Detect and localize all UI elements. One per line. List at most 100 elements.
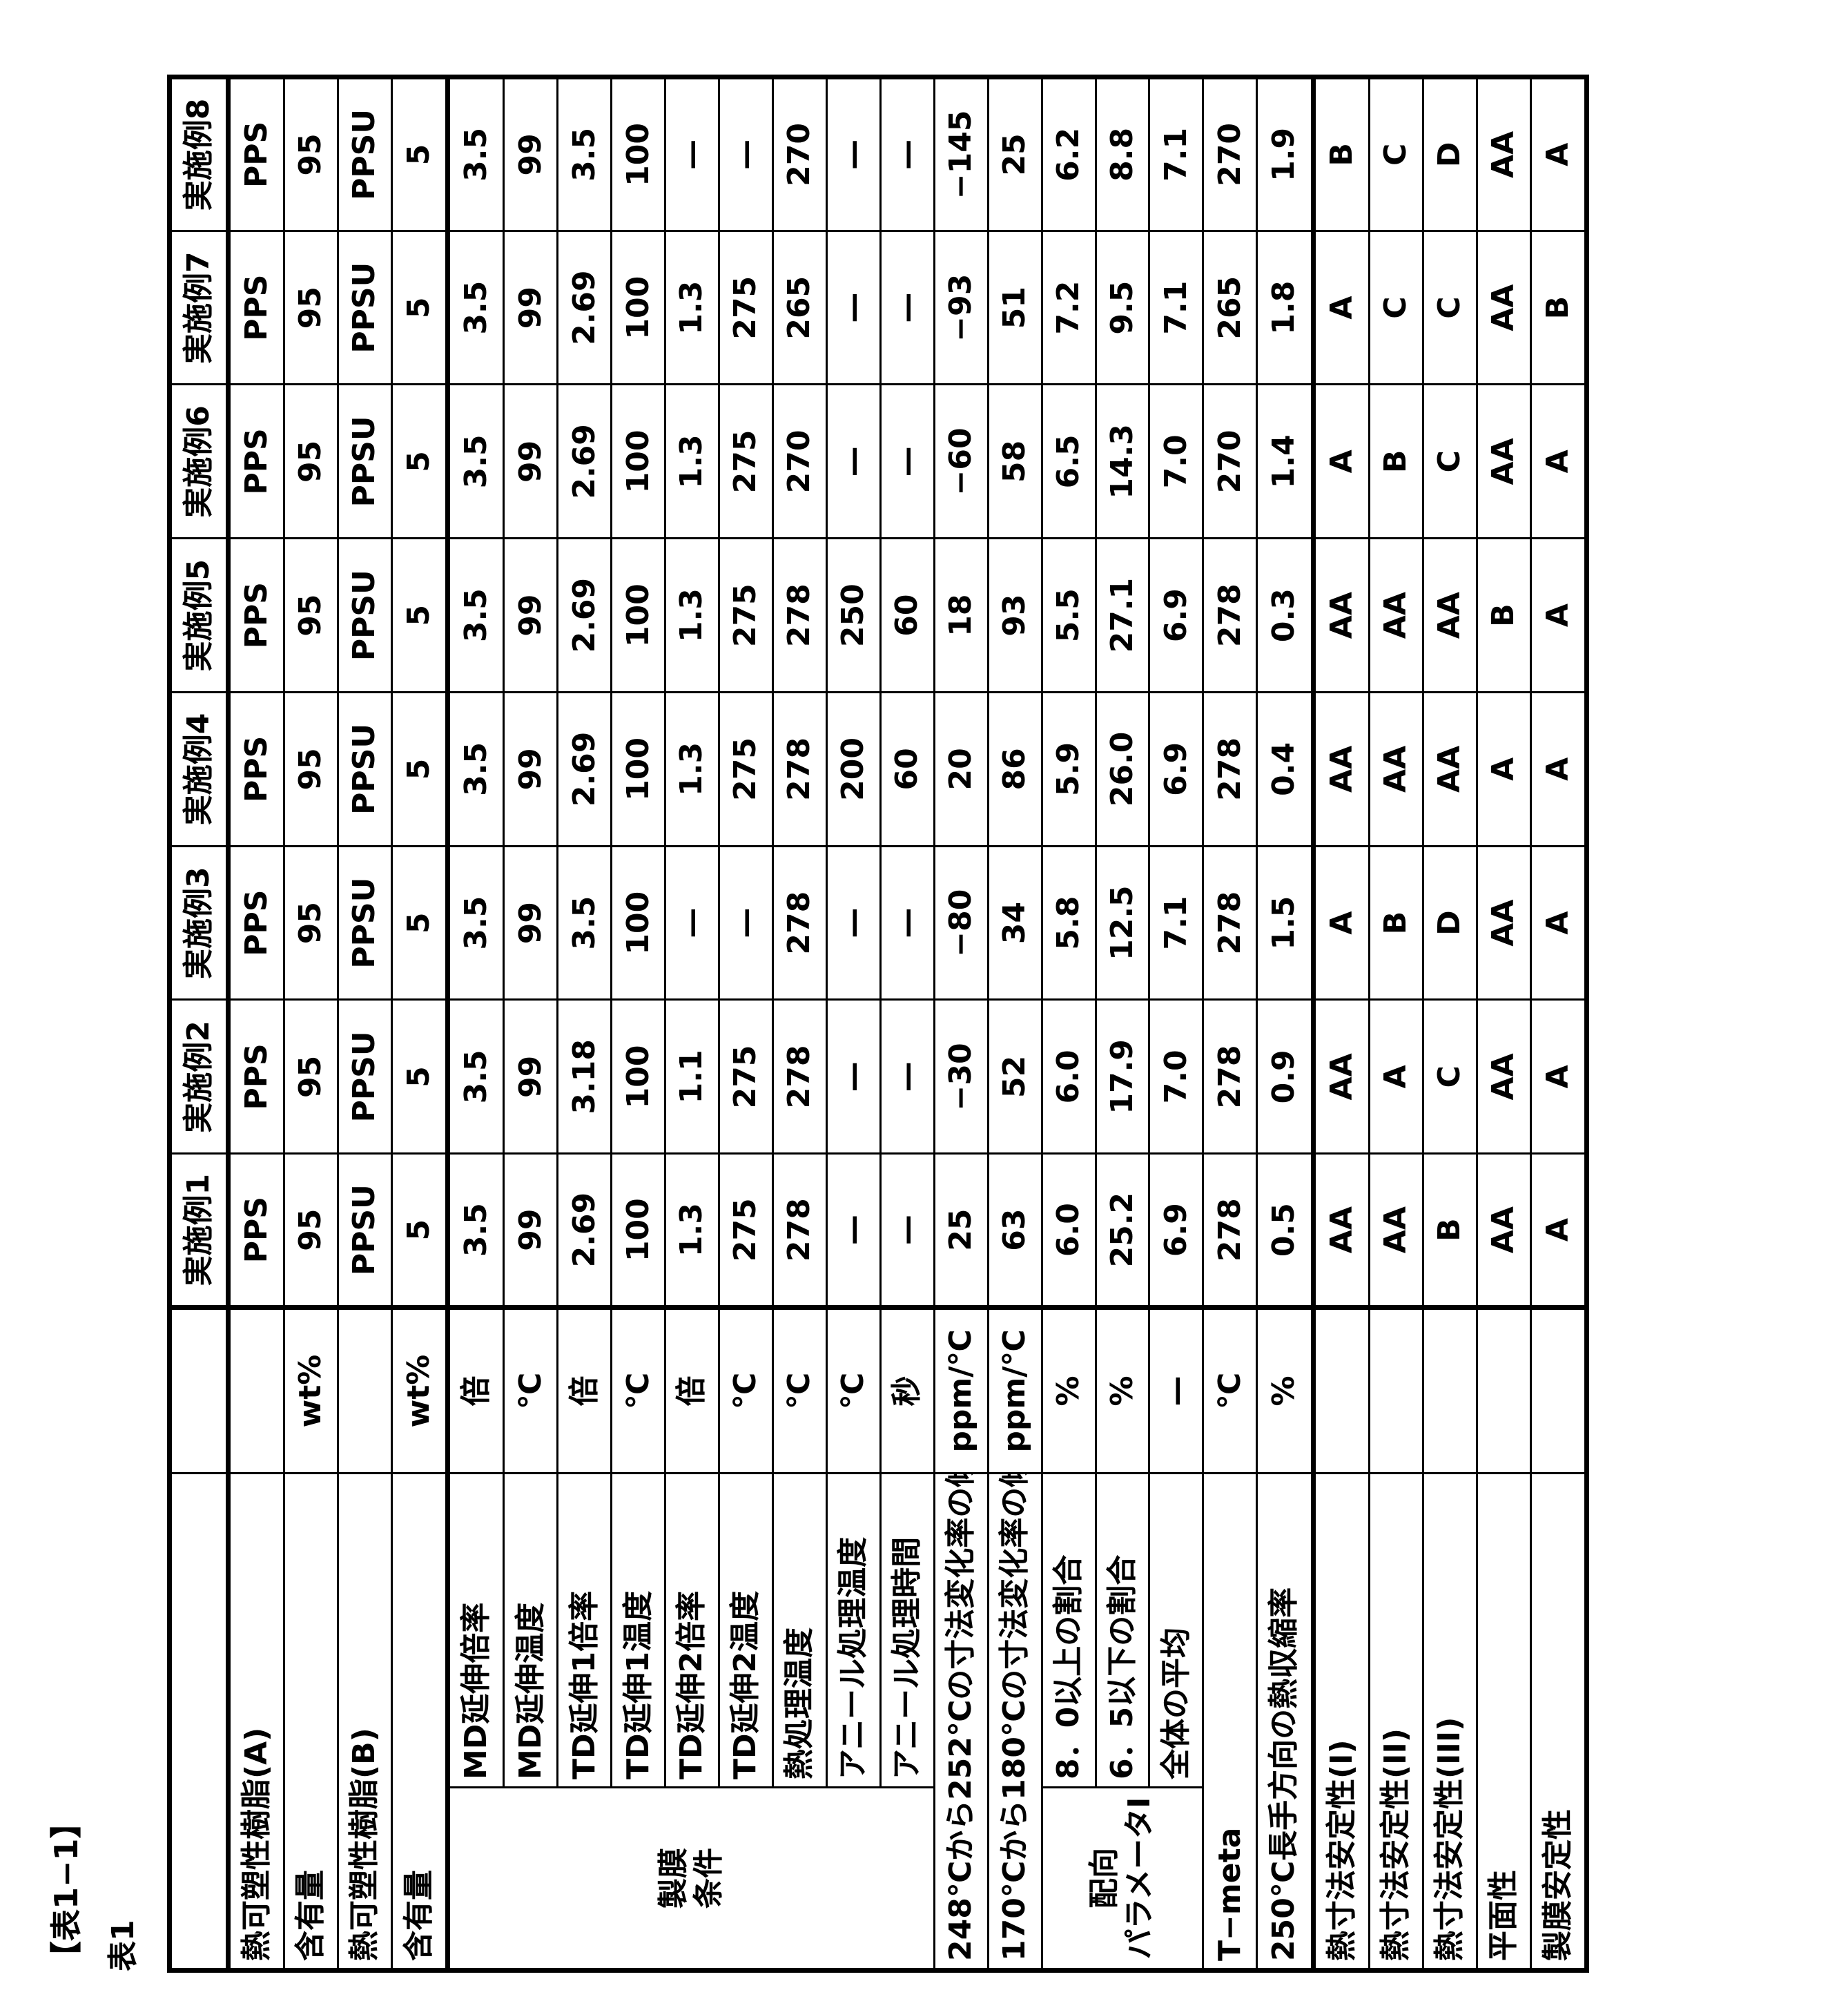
table-cell: B — [1369, 846, 1423, 1000]
row-unit: ℃ — [612, 1308, 665, 1474]
table-row: 全体の平均—6.97.07.16.96.97.07.17.1 — [1149, 77, 1203, 1971]
row-group-label: 配向 パラメータI — [1042, 1788, 1203, 1971]
table-cell: PPSU — [338, 231, 391, 385]
table-cell: AA — [1313, 1000, 1369, 1154]
table-cell: 99 — [504, 385, 558, 539]
table-cell: PPSU — [338, 77, 391, 231]
table-cell: — — [880, 846, 934, 1000]
table-cell: 1.3 — [665, 539, 719, 693]
table-cell: 278 — [772, 1000, 826, 1154]
table-cell: 6.2 — [1042, 77, 1096, 231]
table-cell: 5 — [391, 1000, 447, 1154]
row-unit — [1423, 1308, 1477, 1474]
table-cell: AA — [1423, 539, 1477, 693]
table-row: アニール処理温度℃———200250——— — [826, 77, 880, 1971]
table-cell: AA — [1477, 846, 1530, 1000]
table-cell: 95 — [284, 385, 338, 539]
table-cell: −145 — [934, 77, 988, 231]
table-cell: −60 — [934, 385, 988, 539]
table-cell: PPS — [228, 1154, 284, 1308]
table-cell: 278 — [1203, 846, 1257, 1000]
table-cell: 1.3 — [665, 693, 719, 847]
table-cell: 6.0 — [1042, 1154, 1096, 1308]
table-cell: 93 — [988, 539, 1042, 693]
table-cell: A — [1369, 1000, 1423, 1154]
table-row: アニール処理時間秒———6060——— — [880, 77, 934, 1971]
table-cell: B — [1530, 231, 1586, 385]
table-cell: 99 — [504, 1000, 558, 1154]
row-unit: 倍 — [665, 1308, 719, 1474]
table-cell: 2.69 — [558, 231, 612, 385]
header-row: 実施例1実施例2実施例3実施例4実施例5実施例6実施例7実施例8 — [170, 77, 228, 1971]
table-row: TD延伸2温度℃275275—275275275275— — [719, 77, 772, 1971]
table-cell: AA — [1423, 693, 1477, 847]
table-cell: 86 — [988, 693, 1042, 847]
table-row: 熱寸法安定性(III)BCDAAAACCD — [1423, 77, 1477, 1971]
table-cell: B — [1369, 385, 1423, 539]
table-cell: 7.1 — [1149, 231, 1203, 385]
table-row: 熱処理温度℃278278278278278270265270 — [772, 77, 826, 1971]
table-cell: 278 — [1203, 1154, 1257, 1308]
table-bracket-caption: 【表1−1】 — [41, 1806, 87, 1973]
row-label: 熱寸法安定性(I) — [1313, 1474, 1369, 1971]
table-cell: A — [1530, 77, 1586, 231]
table-cell: 2.69 — [558, 1154, 612, 1308]
row-label: 248℃から252℃の寸法変化率の傾き — [934, 1474, 988, 1971]
table-cell: — — [826, 77, 880, 231]
column-header: 実施例3 — [170, 846, 228, 1000]
table-cell: 5 — [391, 846, 447, 1000]
row-label: 製膜安定性 — [1530, 1474, 1586, 1971]
table-cell: C — [1423, 231, 1477, 385]
table-cell: 3.5 — [447, 1154, 503, 1308]
table-row: TD延伸2倍率倍1.31.1—1.31.31.31.3— — [665, 77, 719, 1971]
column-header: 実施例4 — [170, 693, 228, 847]
table-cell: — — [880, 77, 934, 231]
row-label: 熱処理温度 — [772, 1474, 826, 1788]
table-cell: 270 — [772, 385, 826, 539]
table-cell: 100 — [612, 1154, 665, 1308]
table-cell: 95 — [284, 693, 338, 847]
table-cell: AA — [1477, 1154, 1530, 1308]
table-cell: 34 — [988, 846, 1042, 1000]
table-cell: 2.69 — [558, 693, 612, 847]
table-row: 製膜 条件MD延伸倍率倍3.53.53.53.53.53.53.53.5 — [447, 77, 503, 1971]
row-label: TD延伸1温度 — [612, 1474, 665, 1788]
table-row: 製膜安定性AAAAAABA — [1530, 77, 1586, 1971]
table-cell: D — [1423, 77, 1477, 231]
table-cell: 270 — [1203, 77, 1257, 231]
table-cell: 5.9 — [1042, 693, 1096, 847]
header-blank-cell — [170, 1474, 228, 1971]
row-unit — [1313, 1308, 1369, 1474]
table-cell: A — [1530, 693, 1586, 847]
table-cell: 1.9 — [1257, 77, 1313, 231]
table-cell: B — [1423, 1154, 1477, 1308]
table-cell: 9.5 — [1096, 231, 1149, 385]
table-cell: 60 — [880, 693, 934, 847]
table-cell: 27.1 — [1096, 539, 1149, 693]
table-cell: 2.69 — [558, 385, 612, 539]
row-label: TD延伸2温度 — [719, 1474, 772, 1788]
table-cell: 275 — [719, 1000, 772, 1154]
table-cell: PPS — [228, 77, 284, 231]
rotated-page: 【表1−1】 表1 実施例1実施例2実施例3実施例4実施例5実施例6実施例7実施… — [41, 75, 1589, 1973]
table-row: 熱可塑性樹脂(A)PPSPPSPPSPPSPPSPPSPPSPPS — [228, 77, 284, 1971]
table-cell: 275 — [719, 385, 772, 539]
table-cell: — — [665, 846, 719, 1000]
table-cell: A — [1313, 385, 1369, 539]
table-cell: PPS — [228, 385, 284, 539]
table-cell: 12.5 — [1096, 846, 1149, 1000]
table-cell: — — [719, 77, 772, 231]
row-label: 熱可塑性樹脂(B) — [338, 1474, 391, 1971]
table-cell: 3.5 — [447, 539, 503, 693]
table-cell: PPS — [228, 231, 284, 385]
table-row: 250℃長手方向の熱収縮率%0.50.91.50.40.31.41.81.9 — [1257, 77, 1313, 1971]
table-cell: 3.18 — [558, 1000, 612, 1154]
table-cell: 3.5 — [447, 77, 503, 231]
table-caption: 表1 — [98, 1920, 142, 1971]
table-cell: 275 — [719, 539, 772, 693]
table-cell: 95 — [284, 539, 338, 693]
table-cell: 99 — [504, 693, 558, 847]
table-cell: AA — [1369, 693, 1423, 847]
row-label: MD延伸温度 — [504, 1474, 558, 1788]
table-cell: — — [826, 846, 880, 1000]
